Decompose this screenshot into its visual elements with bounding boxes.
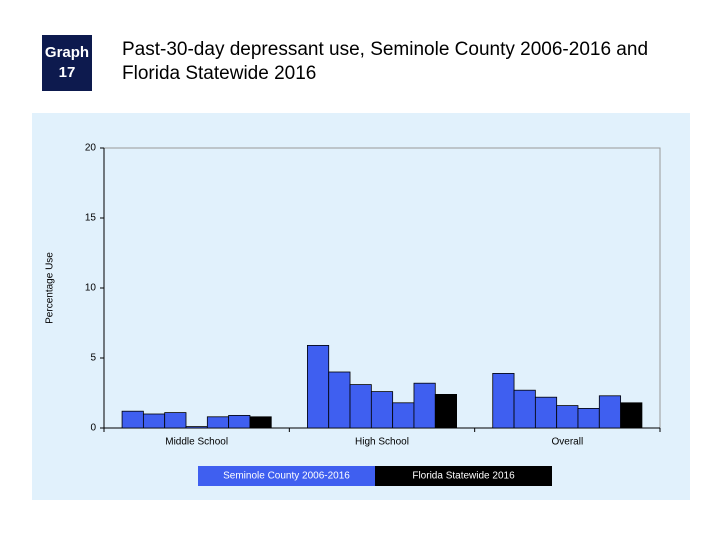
- y-tick-label: 0: [90, 423, 96, 434]
- bar: [577, 407, 600, 429]
- y-tick-label: 10: [85, 283, 97, 294]
- bar: [370, 391, 394, 429]
- chart-title: Past-30-day depressant use, Seminole Cou…: [122, 39, 649, 84]
- bar: [392, 402, 415, 429]
- bar: [307, 344, 330, 429]
- bar: [164, 412, 187, 429]
- x-tick-label: High School: [355, 437, 409, 448]
- x-tick-label: Overall: [551, 437, 583, 448]
- bar: [413, 382, 436, 429]
- y-tick-label: 20: [85, 143, 97, 154]
- y-axis-label: Percentage Use: [45, 252, 56, 324]
- bar: [142, 413, 166, 429]
- bar: [185, 426, 208, 429]
- bar: [206, 416, 230, 429]
- bar: [328, 371, 351, 429]
- legend-swatch: [198, 466, 375, 486]
- y-tick-label: 15: [85, 213, 97, 224]
- bar: [534, 396, 558, 429]
- bar: [434, 393, 457, 429]
- bar: [349, 384, 372, 429]
- legend-label: Florida Statewide 2016: [412, 471, 515, 482]
- bar: [598, 395, 622, 429]
- bar: [492, 372, 515, 429]
- legend-label: Seminole County 2006-2016: [223, 471, 350, 482]
- graph-badge: Graph 17: [42, 35, 92, 91]
- x-tick-label: Middle School: [165, 437, 228, 448]
- bar: [121, 410, 144, 429]
- bar: [620, 402, 643, 429]
- legend-swatch: [375, 466, 552, 486]
- chart-panel: [32, 113, 690, 500]
- bar: [556, 405, 579, 429]
- y-tick-label: 5: [90, 353, 96, 364]
- bar: [228, 414, 251, 429]
- bar: [249, 416, 272, 429]
- bar: [513, 389, 536, 429]
